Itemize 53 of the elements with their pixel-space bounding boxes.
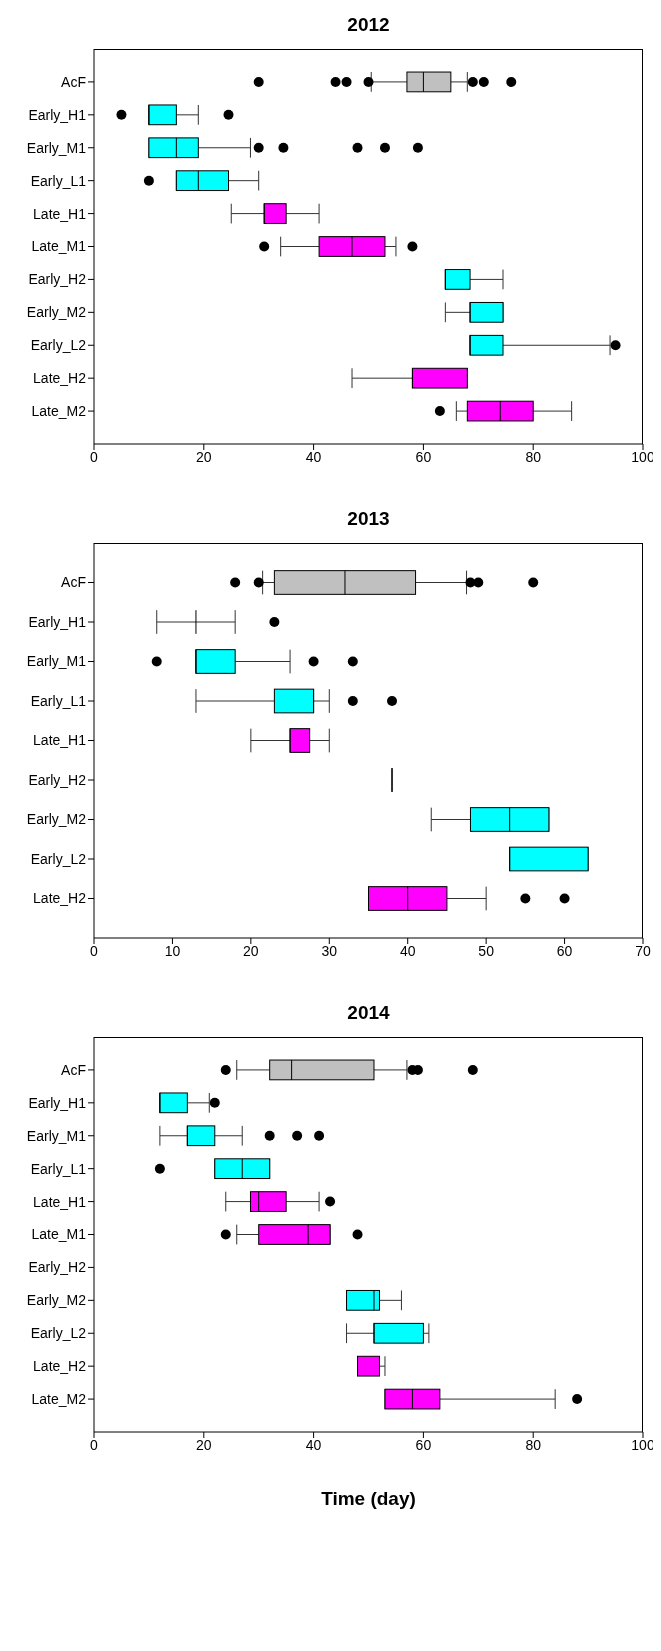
y-tick-label: AcF <box>61 1061 86 1078</box>
y-tick-label: Early_L2 <box>30 337 87 354</box>
y-tick-label: Late_H1 <box>33 732 87 749</box>
y-tick-label: Late_H2 <box>33 370 87 387</box>
x-tick-label: 0 <box>90 942 99 959</box>
x-tick-label: 20 <box>196 1436 212 1453</box>
y-tick-label: AcF <box>61 73 86 90</box>
y-tick-label: Late_H2 <box>33 1358 87 1375</box>
y-tick-label: Early_L1 <box>30 1160 87 1177</box>
x-tick-label: 60 <box>556 942 573 959</box>
chart-title: 2013 <box>346 507 391 531</box>
y-tick-label: Early_H1 <box>28 613 87 630</box>
y-tick-label: Early_L2 <box>30 850 87 867</box>
x-tick-label: 20 <box>243 942 259 959</box>
y-tick-label: Early_M1 <box>26 139 87 156</box>
chart-title: 2012 <box>346 13 391 37</box>
x-tick-label: 60 <box>415 1436 432 1453</box>
y-tick-label: Late_M2 <box>31 1391 87 1408</box>
y-tick-label: Early_H1 <box>28 1094 87 1111</box>
y-tick-label: Early_M2 <box>26 811 87 828</box>
x-tick-label: 60 <box>415 448 432 465</box>
x-tick-label: 70 <box>635 942 651 959</box>
x-tick-label: 40 <box>305 1436 322 1453</box>
y-tick-label: AcF <box>61 574 86 591</box>
y-tick-label: Late_H1 <box>33 205 87 222</box>
x-tick-label: 40 <box>399 942 416 959</box>
y-tick-label: Late_H1 <box>33 1193 87 1210</box>
y-tick-label: Early_H2 <box>28 271 87 288</box>
x-tick-label: 0 <box>90 448 99 465</box>
x-tick-label: 80 <box>525 1436 542 1453</box>
y-tick-label: Early_M1 <box>26 653 87 670</box>
x-tick-label: 10 <box>164 942 181 959</box>
x-tick-label: 20 <box>196 448 212 465</box>
y-tick-label: Late_H2 <box>33 890 87 907</box>
y-tick-label: Early_L2 <box>30 1325 87 1342</box>
chart-title: 2014 <box>346 1001 391 1025</box>
x-axis-title: Time (day) <box>320 1488 417 1510</box>
y-tick-label: Early_M2 <box>26 304 87 321</box>
y-tick-label: Early_M2 <box>26 1292 87 1309</box>
y-tick-label: Early_L1 <box>30 692 87 709</box>
y-tick-label: Early_M1 <box>26 1127 87 1144</box>
x-tick-label: 40 <box>305 448 322 465</box>
x-tick-label: 50 <box>478 942 495 959</box>
y-tick-label: Late_M2 <box>31 403 87 420</box>
y-tick-label: Early_H2 <box>28 1259 87 1276</box>
y-tick-label: Late_M1 <box>31 238 87 255</box>
y-tick-label: Early_L1 <box>30 172 87 189</box>
y-tick-label: Early_H1 <box>28 106 87 123</box>
x-tick-label: 0 <box>90 1436 99 1453</box>
x-tick-label: 30 <box>321 942 338 959</box>
y-tick-label: Late_M1 <box>31 1226 87 1243</box>
y-tick-label: Early_H2 <box>28 771 87 788</box>
x-tick-label: 80 <box>525 448 542 465</box>
